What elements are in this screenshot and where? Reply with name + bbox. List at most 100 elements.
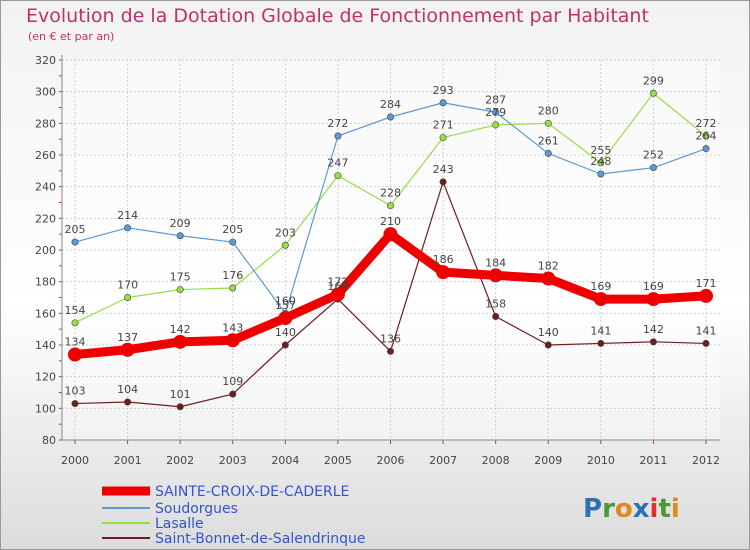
proxiti-logo: Proxiti [583,494,680,524]
legend-label: Saint-Bonnet-de-Salendrinque [155,531,366,547]
data-point [544,119,552,127]
y-tick-label: 280 [35,117,56,130]
x-tick-label: 2005 [324,454,352,467]
data-label: 228 [380,187,401,200]
y-tick-label: 100 [35,402,56,415]
data-label: 264 [696,130,717,143]
y-tick-label: 180 [35,276,56,289]
data-label: 252 [643,149,664,162]
data-point [71,319,79,327]
x-tick-label: 2012 [692,454,720,467]
y-tick-label: 120 [35,371,56,384]
data-point [492,108,500,116]
data-point [281,341,289,349]
data-point [71,238,79,246]
data-point [173,334,188,349]
x-tick-label: 2007 [429,454,457,467]
data-label: 210 [380,215,401,228]
data-label: 261 [538,134,559,147]
y-tick-label: 80 [42,434,56,447]
y-tick-label: 160 [35,307,56,320]
chart-subtitle: (en € et par an) [28,30,114,43]
data-label: 169 [590,280,611,293]
data-label: 182 [538,260,559,273]
y-tick-label: 300 [35,86,56,99]
data-point [492,121,500,129]
data-label: 154 [65,304,86,317]
data-label: 143 [222,321,243,334]
x-tick-label: 2004 [271,454,299,467]
data-label: 140 [538,326,559,339]
data-label: 142 [170,323,191,336]
legend-label: Lasalle [155,516,204,532]
data-label: 214 [117,209,138,222]
data-label: 160 [275,294,296,307]
data-label: 299 [643,74,664,87]
data-label: 134 [65,336,86,349]
data-point [176,403,184,411]
series-points [68,89,713,411]
data-point [176,286,184,294]
y-tick-label: 140 [35,339,56,352]
data-label: 176 [222,269,243,282]
data-label: 205 [222,223,243,236]
data-label: 171 [696,277,717,290]
data-label: 103 [65,385,86,398]
data-label: 170 [117,279,138,292]
data-label: 169 [643,280,664,293]
data-point [334,132,342,140]
data-point [593,292,608,307]
data-label: 101 [170,388,191,401]
data-point [649,338,657,346]
data-point [439,99,447,107]
data-point [699,288,713,303]
data-point [176,232,184,240]
legend-label: Soudorgues [155,501,238,517]
data-label: 175 [170,271,191,284]
data-label: 109 [222,375,243,388]
data-point [278,311,293,326]
data-point [702,339,710,347]
data-point [702,132,710,140]
data-label: 186 [433,253,454,266]
data-label: 140 [275,326,296,339]
x-tick-label: 2000 [61,454,89,467]
x-tick-label: 2006 [377,454,405,467]
data-point [68,347,82,362]
data-point [334,172,342,180]
axes: 80 100 120 140 160 180 200 220 240 260 280 300 320 20… [35,54,720,467]
data-point [124,398,132,406]
data-label: 141 [590,324,611,337]
data-point [386,202,394,210]
data-label: 287 [485,93,506,106]
data-label: 141 [696,324,717,337]
chart-title: Evolution de la Dotation Globale de Fonc… [26,5,649,27]
x-tick-label: 2010 [587,454,615,467]
data-point [597,170,605,178]
data-point [386,347,394,355]
data-point [330,287,345,302]
data-label: 205 [65,223,86,236]
data-point [649,164,657,172]
data-label: 137 [117,331,138,344]
data-point [225,333,240,348]
data-point [229,238,237,246]
data-point [71,400,79,408]
data-point [597,339,605,347]
x-tick-label: 2009 [534,454,562,467]
y-tick-label: 320 [35,54,56,67]
data-point [281,241,289,249]
data-label: 142 [643,323,664,336]
x-tick-label: 2001 [114,454,142,467]
x-tick-label: 2003 [219,454,247,467]
data-label: 209 [170,217,191,230]
data-label: 284 [380,98,401,111]
logo-text: Proxiti [583,494,680,524]
data-label: 184 [485,256,506,269]
data-label: 203 [275,226,296,239]
legend: SAINTE-CROIX-DE-CADERLESoudorguesLasalle… [102,484,366,547]
data-label: 172 [327,275,348,288]
data-labels: 103 104 101 109 140 169 136 243 158 140 141 142 141 1… [65,74,717,401]
data-label: 272 [696,117,717,130]
data-label: 293 [433,84,454,97]
